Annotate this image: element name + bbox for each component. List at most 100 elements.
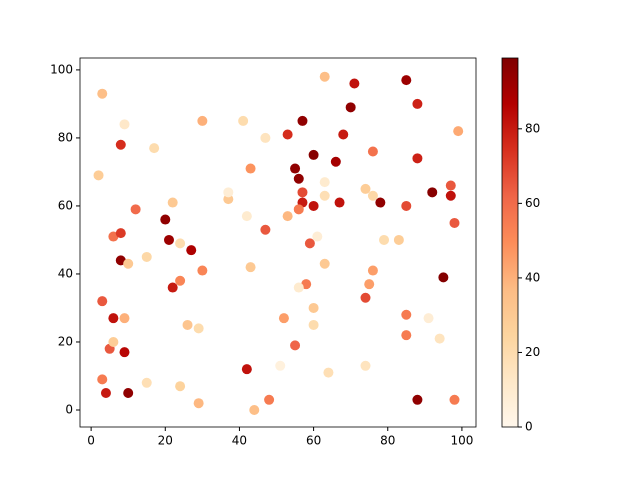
point [175,381,186,392]
point [167,197,178,208]
x-tick-label: 20 [158,434,173,448]
point [175,275,186,286]
point [245,262,256,273]
point [453,126,464,137]
point [238,115,249,126]
point [330,156,341,167]
point [319,177,330,188]
point [241,211,252,222]
point [401,200,412,211]
point [293,282,304,293]
point [100,387,111,398]
point [241,364,252,375]
point [115,228,126,239]
colorbar-tick-label: 0 [525,420,533,434]
point [434,333,445,344]
point [282,129,293,140]
colorbar-tick-label: 20 [525,345,540,359]
point [367,265,378,276]
point [427,187,438,198]
point [367,146,378,157]
point [393,234,404,245]
y-tick-label: 100 [50,62,73,76]
colorbar-tick-label: 80 [525,121,540,135]
point [293,173,304,184]
point [167,282,178,293]
point [97,88,108,99]
plot-frame [79,57,477,428]
point [449,394,460,405]
point [323,367,334,378]
point [360,292,371,303]
point [163,234,174,245]
point [282,211,293,222]
point [293,204,304,215]
point [260,224,271,235]
point [297,187,308,198]
point [360,360,371,371]
x-tick-label: 0 [87,434,95,448]
y-tick-label: 0 [65,402,73,416]
point [312,231,323,242]
point [175,238,186,249]
point [297,115,308,126]
point [141,251,152,262]
point [423,313,434,324]
point [141,377,152,388]
point [223,187,234,198]
x-tick-label: 80 [380,434,395,448]
point [308,302,319,313]
point [119,347,130,358]
point [308,200,319,211]
x-tick-label: 100 [450,434,473,448]
point [401,75,412,86]
point [278,313,289,324]
point [349,78,360,89]
point [290,340,301,351]
colorbar-tick-label: 40 [525,270,540,284]
point [319,71,330,82]
point [93,170,104,181]
point [412,394,423,405]
point [449,217,460,228]
point [275,360,286,371]
point [375,197,386,208]
point [149,143,160,154]
point [119,313,130,324]
point [108,336,119,347]
point [182,319,193,330]
point [308,149,319,160]
point [197,115,208,126]
point [445,180,456,191]
point [97,296,108,307]
point [379,234,390,245]
y-tick-label: 80 [58,130,73,144]
point [401,330,412,341]
y-tick-label: 20 [58,334,73,348]
point [364,279,375,290]
point [290,163,301,174]
point [249,404,260,415]
point [245,163,256,174]
x-tick-label: 40 [232,434,247,448]
point [308,319,319,330]
y-tick-label: 60 [58,198,73,212]
point [264,394,275,405]
point [412,98,423,109]
point [319,190,330,201]
point [97,374,108,385]
point [438,272,449,283]
point [193,398,204,409]
point [445,190,456,201]
point [186,245,197,256]
x-tick-label: 60 [306,434,321,448]
point [412,153,423,164]
point [193,323,204,334]
point [319,258,330,269]
point [119,119,130,130]
point [197,265,208,276]
point [160,214,171,225]
point [345,102,356,113]
point [338,129,349,140]
colorbar [501,57,519,428]
